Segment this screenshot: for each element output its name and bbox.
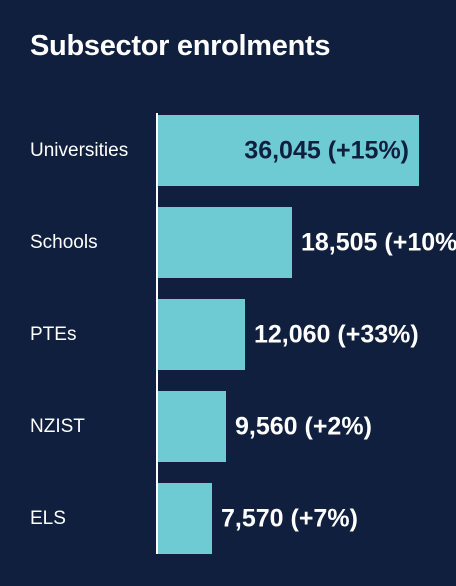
bar-ptes	[157, 299, 245, 370]
bar-els	[157, 483, 212, 554]
value-label: 7,570 (+7%)	[221, 505, 358, 533]
chart-title: Subsector enrolments	[30, 30, 331, 62]
category-label: Universities	[30, 140, 128, 161]
bars-layer: Universities 36,045 (+15%) Schools 18,505 (…	[30, 115, 456, 554]
bar-schools	[157, 207, 292, 278]
category-label: PTEs	[30, 324, 76, 345]
category-label: NZIST	[30, 416, 85, 437]
category-label: Schools	[30, 232, 98, 253]
bar-universities	[157, 115, 419, 186]
bar-nzist	[157, 391, 226, 462]
category-label: ELS	[30, 508, 66, 529]
value-label: 9,560 (+2%)	[235, 413, 372, 441]
value-label: 18,505 (+10%)	[301, 229, 456, 257]
value-label: 12,060 (+33%)	[254, 321, 419, 349]
value-label: 36,045 (+15%)	[244, 137, 409, 165]
